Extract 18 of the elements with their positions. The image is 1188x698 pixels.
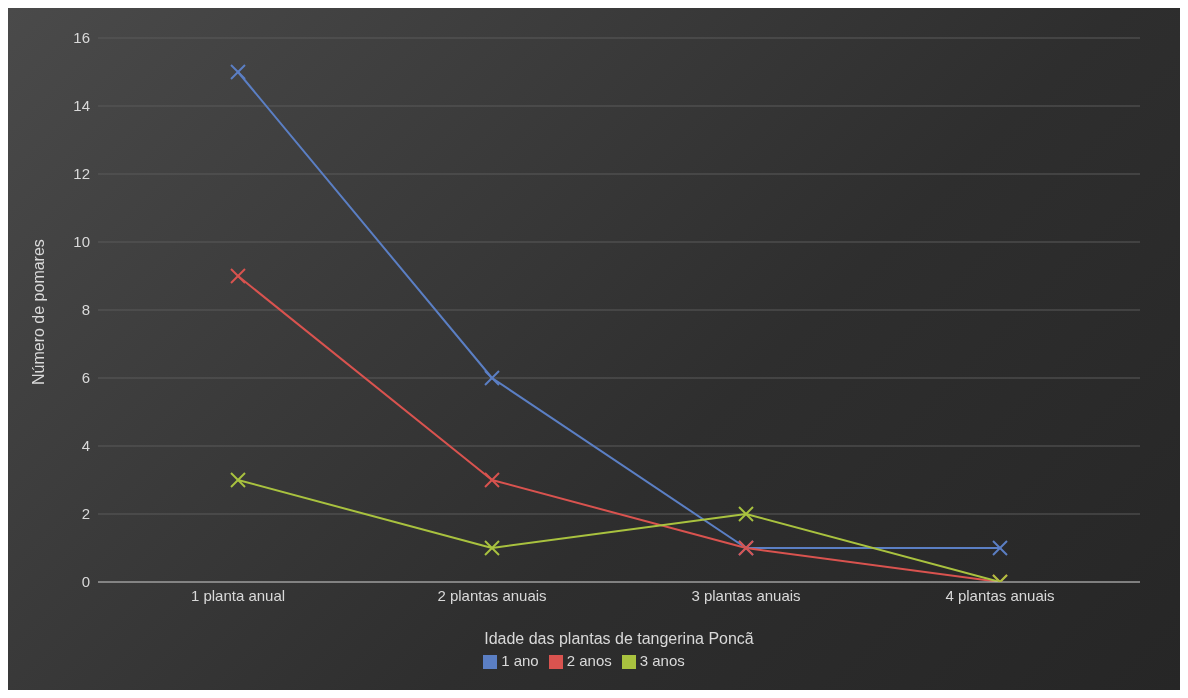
y-axis-title: Número de pomares — [29, 239, 47, 385]
x-axis-title: Idade das plantas de tangerina Poncã — [484, 630, 754, 647]
x-tick-label: 4 plantas anuais — [945, 586, 1055, 604]
y-tick-label: 16 — [73, 29, 90, 47]
legend-label: 1 ano — [501, 652, 539, 669]
y-tick-label: 14 — [73, 97, 90, 115]
x-tick-label: 1 planta anual — [190, 586, 286, 604]
y-tick-label: 8 — [81, 301, 90, 319]
y-tick-label: 2 — [81, 505, 90, 523]
legend-label: 2 anos — [566, 652, 612, 669]
y-tick-label: 12 — [73, 165, 90, 183]
y-tick-label: 0 — [81, 573, 90, 591]
legend-label: 3 anos — [639, 652, 685, 669]
y-tick-label: 10 — [73, 233, 90, 251]
x-tick-label: 2 plantas anuais — [437, 586, 547, 604]
y-tick-label: 4 — [81, 437, 90, 455]
x-tick-label: 3 plantas anuais — [691, 586, 801, 604]
y-tick-label: 6 — [81, 369, 90, 387]
